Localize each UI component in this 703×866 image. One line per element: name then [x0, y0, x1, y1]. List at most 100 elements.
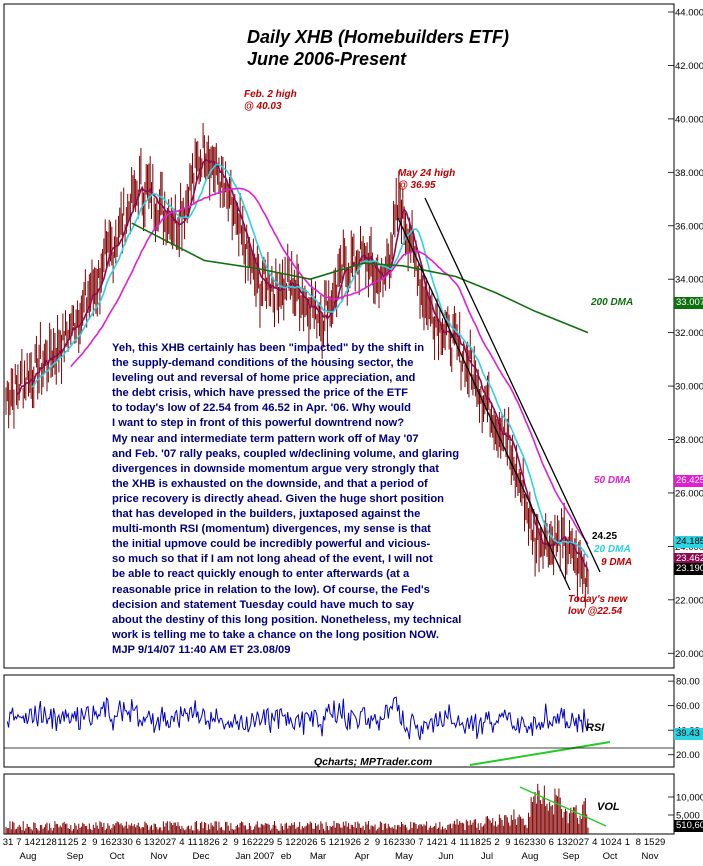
title-line-1: Daily XHB (Homebuilders ETF): [247, 27, 510, 47]
dma200-value-box: 33.007: [674, 297, 703, 309]
volume-value-box: 510,60: [674, 820, 703, 832]
x-day-label-11: 30: [122, 837, 133, 848]
x-day-label-15: 27: [166, 837, 177, 848]
x-day-label-27: 20: [296, 837, 307, 848]
rsi-value-box: 39.43: [674, 728, 703, 740]
x-day-label-18: 18: [198, 837, 209, 848]
level-label: 24.25: [592, 531, 618, 542]
x-month-label-1: Sep: [67, 851, 84, 862]
close-value-box: 23.190: [674, 563, 703, 575]
x-day-label-19: 26: [209, 837, 220, 848]
dma9-line: [16, 158, 589, 572]
dma50-label: 50 DMA: [594, 475, 631, 486]
price-tick-label-5: 30.0000: [675, 382, 703, 393]
price-tick-label-12: 44.0000: [675, 8, 703, 19]
x-day-label-40: 21: [437, 837, 448, 848]
vol-tick-label-1: 5,000: [676, 811, 700, 822]
x-day-label-6: 25: [68, 837, 79, 848]
volume-trendline: [519, 786, 607, 827]
x-day-label-52: 20: [568, 837, 579, 848]
dma20-label: 20 DMA: [594, 544, 631, 555]
x-day-label-54: 4: [592, 837, 597, 848]
x-day-label-41: 4: [451, 837, 456, 848]
rsi-tick-label-2: 60.00: [676, 701, 700, 712]
x-day-label-32: 26: [350, 837, 361, 848]
x-day-label-57: 1: [625, 837, 630, 848]
x-day-label-53: 27: [579, 837, 590, 848]
x-day-label-56: 24: [611, 837, 622, 848]
x-month-label-7: Mar: [310, 851, 326, 862]
x-day-label-10: 23: [111, 837, 122, 848]
x-month-label-14: Oct: [603, 851, 618, 862]
price-tick-label-4: 28.0000: [675, 435, 703, 446]
price-tick-label-11: 42.0000: [675, 61, 703, 72]
x-day-label-60: 29: [655, 837, 666, 848]
x-day-label-17: 11: [188, 837, 198, 848]
chart-title: Daily XHB (Homebuilders ETF) June 2006-P…: [247, 26, 509, 70]
x-day-label-37: 30: [405, 837, 416, 848]
price-tick-label-8: 36.0000: [675, 221, 703, 232]
x-day-label-45: 2: [494, 837, 499, 848]
price-tick-label-0: 20.0000: [675, 649, 703, 660]
channel-lower-line: [397, 217, 571, 591]
price-tick-label-9: 38.0000: [675, 168, 703, 179]
x-day-label-35: 16: [383, 837, 394, 848]
price-tick-label-6: 32.0000: [675, 328, 703, 339]
x-day-label-47: 16: [513, 837, 524, 848]
x-day-label-29: 5: [320, 837, 325, 848]
x-month-label-15: Nov: [642, 851, 659, 862]
x-day-label-34: 9: [375, 837, 380, 848]
x-month-label-0: Aug: [20, 851, 37, 862]
x-day-label-1: 7: [16, 837, 21, 848]
dma200-line: [131, 222, 589, 334]
price-panel-frame: [3, 3, 675, 669]
vol-tick-label-0: 10,000: [676, 793, 703, 804]
x-day-label-12: 6: [136, 837, 141, 848]
title-line-2: June 2006-Present: [247, 49, 407, 69]
x-day-label-58: 8: [636, 837, 641, 848]
feb-high-annotation: Feb. 2 high @ 40.03: [244, 89, 297, 112]
x-month-label-5: Jan 2007: [235, 851, 274, 862]
x-day-label-5: 11: [57, 837, 67, 848]
x-day-label-8: 9: [92, 837, 97, 848]
x-day-label-44: 25: [481, 837, 492, 848]
x-day-label-31: 19: [340, 837, 351, 848]
x-day-label-30: 12: [329, 837, 340, 848]
x-day-label-43: 18: [470, 837, 481, 848]
x-day-label-49: 30: [535, 837, 546, 848]
x-month-label-6: eb: [281, 851, 292, 862]
dma50-line: [70, 187, 589, 545]
x-month-label-8: Apr: [355, 851, 370, 862]
dma50-value-box: 26.425: [674, 475, 703, 487]
x-day-label-3: 21: [35, 837, 46, 848]
rsi-tick-label-0: 20.00: [676, 750, 700, 761]
x-day-label-46: 9: [505, 837, 510, 848]
x-day-label-25: 5: [277, 837, 282, 848]
rsi-series-line: [6, 696, 589, 741]
x-day-label-21: 9: [234, 837, 239, 848]
dma9-value-box: 23.462: [674, 553, 703, 565]
x-day-label-22: 16: [242, 837, 253, 848]
price-tick-label-7: 34.0000: [675, 275, 703, 286]
x-day-label-2: 14: [24, 837, 35, 848]
x-day-label-55: 10: [600, 837, 611, 848]
x-day-label-26: 12: [285, 837, 296, 848]
x-month-label-13: Sep: [563, 851, 580, 862]
x-day-label-9: 16: [101, 837, 112, 848]
x-day-label-42: 11: [459, 837, 469, 848]
x-day-label-23: 22: [253, 837, 264, 848]
dma20-value-box: 24.185: [674, 536, 703, 548]
price-tick-label-3: 26.0000: [675, 488, 703, 499]
x-day-label-36: 23: [394, 837, 405, 848]
channel-upper-line: [424, 197, 601, 573]
x-day-label-33: 2: [364, 837, 369, 848]
source-credit: Qcharts; MPTrader.com: [314, 756, 433, 768]
x-month-label-11: Jul: [481, 851, 493, 862]
price-tick-label-1: 22.0000: [675, 595, 703, 606]
x-day-label-13: 13: [144, 837, 155, 848]
x-month-label-10: Jun: [438, 851, 453, 862]
price-tick-label-10: 40.0000: [675, 114, 703, 125]
x-day-label-50: 6: [549, 837, 554, 848]
commentary-text: Yeh, this XHB certainly has been "impact…: [112, 342, 462, 656]
